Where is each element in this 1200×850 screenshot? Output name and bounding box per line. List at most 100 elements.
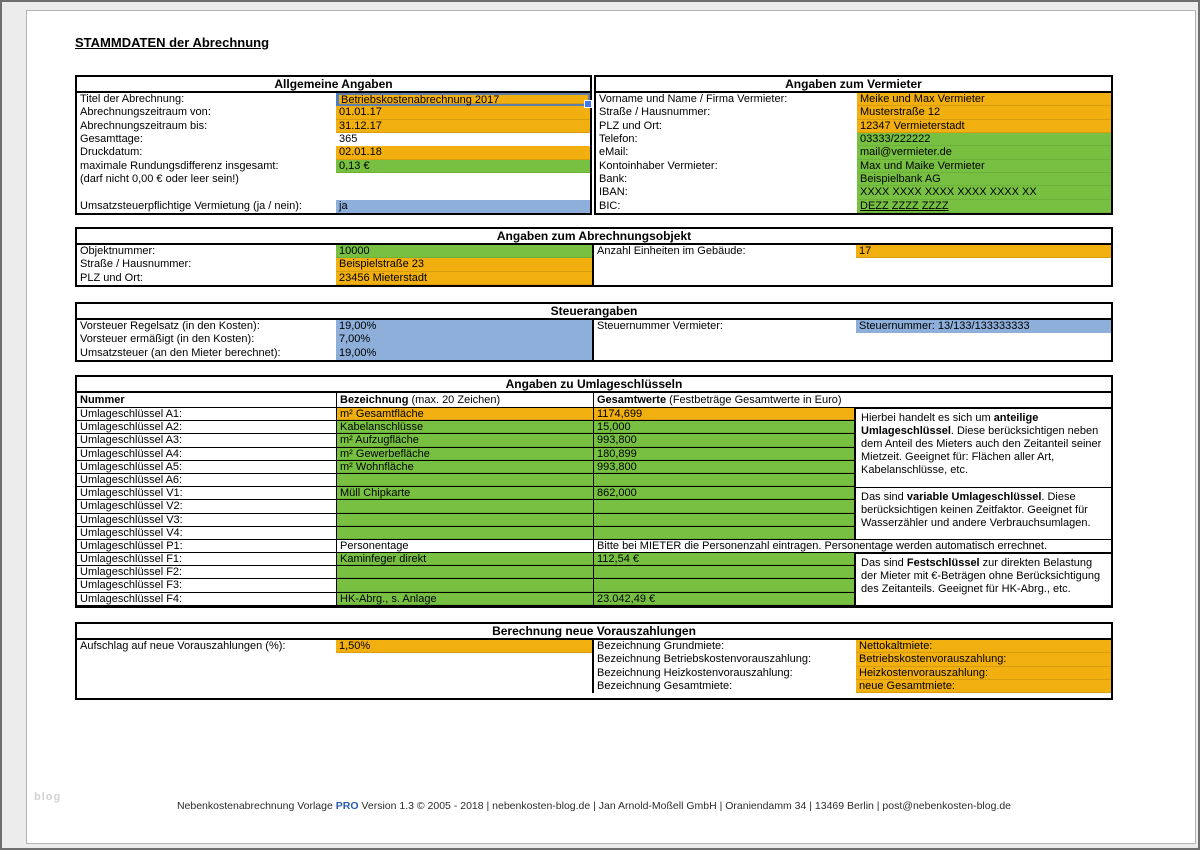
value-cell[interactable]: 862,000 (594, 487, 855, 500)
value-cell[interactable]: Heizkostenvorauszahlung: (856, 666, 1111, 680)
value-cell[interactable]: mail@vermieter.de (857, 146, 1111, 160)
value-cell[interactable]: Beispielstraße 23 (336, 258, 592, 272)
value-cell[interactable]: 19,00% (336, 346, 592, 360)
value-cell[interactable] (336, 186, 590, 199)
column-header-bezeichnung: Bezeichnung (max. 20 Zeichen) (337, 393, 594, 407)
value-cell[interactable]: 19,00% (336, 320, 592, 334)
field-label: PLZ und Ort: (599, 119, 662, 132)
value-cell[interactable]: neue Gesamtmiete: (856, 679, 1111, 694)
field-label: Bezeichnung Grundmiete: (597, 640, 725, 652)
value-cell[interactable] (594, 513, 855, 526)
value-cell[interactable] (337, 513, 594, 526)
table-allgemeine-angaben: Allgemeine Angaben Titel der Abrechnung:… (75, 75, 592, 215)
value-cell[interactable]: Kabelanschlüsse (337, 421, 594, 434)
value-cell[interactable] (337, 566, 594, 579)
table-row: Umlageschlüssel V1: Müll Chipkarte 862,0… (77, 487, 1111, 501)
value-cell[interactable]: 1,50% (336, 640, 592, 654)
value-cell[interactable]: Müll Chipkarte (337, 487, 594, 500)
table-row: Titel der Abrechnung: Betriebskostenabre… (77, 93, 592, 109)
value-cell[interactable] (337, 526, 594, 539)
value-cell[interactable]: HK-Abrg., s. Anlage (337, 592, 594, 605)
value-cell[interactable]: m² Gesamtfläche (337, 408, 594, 421)
value-cell[interactable]: 12347 Vermieterstadt (857, 119, 1111, 133)
column-header-row: Nummer Bezeichnung (max. 20 Zeichen) Ges… (77, 393, 1111, 408)
value-cell[interactable] (594, 500, 855, 513)
value-cell[interactable]: Kaminfeger direkt (337, 553, 594, 566)
value-cell[interactable]: 365 (339, 132, 358, 145)
table-row (594, 258, 1111, 271)
value-cell[interactable]: 23456 Mieterstadt (336, 271, 592, 285)
table-row: Umlageschlüssel A4: m² Gewerbefläche 180… (77, 447, 1111, 461)
value-cell[interactable] (337, 579, 594, 592)
table-row: Bezeichnung Heizkostenvorauszahlung: Hei… (594, 666, 1111, 680)
value-cell[interactable]: Steuernummer: 13/133/133333333 (856, 320, 1111, 334)
field-label: maximale Rundungsdifferenz insgesamt: (80, 159, 279, 172)
section-header: Angaben zum Abrechnungsobjekt (77, 229, 1111, 245)
table-row: Abrechnungszeitraum bis: 31.12.17 (77, 119, 590, 133)
table-row: Umlageschlüssel F2: (77, 566, 1111, 580)
empty-cell (856, 272, 1111, 285)
value-cell[interactable]: 0,13 € (336, 159, 590, 173)
value-cell[interactable]: Nettokaltmiete: (856, 640, 1111, 654)
value-cell[interactable]: 993,800 (594, 434, 855, 447)
table-row (77, 186, 590, 199)
table-row (594, 272, 1111, 285)
info-note-anteilig: Hierbei handelt es sich um anteilige Uml… (855, 408, 1111, 488)
value-cell[interactable]: 993,800 (594, 460, 855, 473)
value-cell[interactable]: 17 (856, 245, 1111, 259)
table-row (594, 347, 1111, 360)
field-label: (darf nicht 0,00 € oder leer sein!) (80, 172, 239, 185)
value-cell[interactable] (337, 500, 594, 513)
field-label: Objektnummer: (80, 245, 156, 257)
value-cell[interactable]: m² Wohnfläche (337, 460, 594, 473)
field-label: BIC: (599, 199, 621, 212)
table-row: Kontoinhaber Vermieter: Max und Maike Ve… (596, 159, 1111, 173)
value-cell[interactable]: XXXX XXXX XXXX XXXX XXXX XX (857, 186, 1111, 200)
value-cell[interactable]: ja (336, 199, 590, 213)
column-header-gesamtwerte: Gesamtwerte (Festbeträge Gesamtwerte in … (597, 394, 842, 406)
field-label: Kontoinhaber Vermieter: (599, 159, 718, 172)
info-note-fest: Das sind Festschlüssel zur direkten Bela… (855, 553, 1111, 607)
value-cell[interactable] (594, 566, 855, 579)
field-label: IBAN: (599, 186, 628, 199)
value-cell[interactable]: 1174,699 (594, 408, 855, 421)
value-cell[interactable]: Meike und Max Vermieter (857, 93, 1111, 107)
value-cell[interactable]: 03333/222222 (857, 132, 1111, 147)
table-row: eMail: mail@vermieter.de (596, 146, 1111, 160)
empty-cell (594, 333, 856, 346)
field-label: Umlageschlüssel A5: (77, 460, 337, 473)
value-cell[interactable]: 23.042,49 € (594, 592, 855, 605)
table-row: BIC: DEZZ ZZZZ ZZZZ (596, 199, 1111, 213)
value-cell[interactable]: 31.12.17 (336, 119, 590, 133)
value-cell[interactable]: 7,00% (336, 333, 592, 347)
value-cell[interactable]: 112,54 € (594, 553, 855, 566)
value-cell[interactable] (594, 579, 855, 592)
value-cell[interactable] (594, 473, 855, 487)
selected-cell[interactable]: Betriebskostenabrechnung 2017 (336, 93, 592, 109)
value-cell[interactable]: Betriebskostenvorauszahlung: (856, 653, 1111, 667)
value-cell[interactable]: Max und Maike Vermieter (857, 159, 1111, 173)
value-cell[interactable] (594, 526, 855, 539)
value-cell[interactable]: m² Aufzugfläche (337, 434, 594, 447)
value-cell[interactable]: Personentage (337, 539, 594, 553)
watermark: blog (34, 791, 62, 803)
value-cell[interactable]: 15,000 (594, 421, 855, 434)
value-cell[interactable]: Musterstraße 12 (857, 106, 1111, 120)
page-title: STAMMDATEN der Abrechnung (75, 35, 270, 50)
value-cell[interactable]: 180,899 (594, 447, 855, 460)
value-cell[interactable]: 01.01.17 (336, 106, 590, 120)
value-cell[interactable]: DEZZ ZZZZ ZZZZ (857, 199, 1111, 213)
value-cell[interactable]: 02.01.18 (336, 146, 590, 160)
value-cell[interactable] (336, 173, 590, 186)
value-cell[interactable] (337, 473, 594, 487)
table-row: Straße / Hausnummer: Beispielstraße 23 (77, 258, 592, 272)
value-cell[interactable]: m² Gewerbefläche (337, 447, 594, 460)
value-cell[interactable]: 10000 (336, 245, 592, 259)
field-label: Straße / Hausnummer: (80, 258, 192, 271)
table-row: maximale Rundungsdifferenz insgesamt: 0,… (77, 159, 590, 173)
table-row: Aufschlag auf neue Vorauszahlungen (%): … (77, 640, 592, 654)
table-row: IBAN: XXXX XXXX XXXX XXXX XXXX XX (596, 186, 1111, 200)
table-row: Vorsteuer Regelsatz (in den Kosten): 19,… (77, 320, 592, 334)
field-label: Aufschlag auf neue Vorauszahlungen (%): (80, 640, 286, 652)
value-cell[interactable]: Beispielbank AG (857, 172, 1111, 187)
